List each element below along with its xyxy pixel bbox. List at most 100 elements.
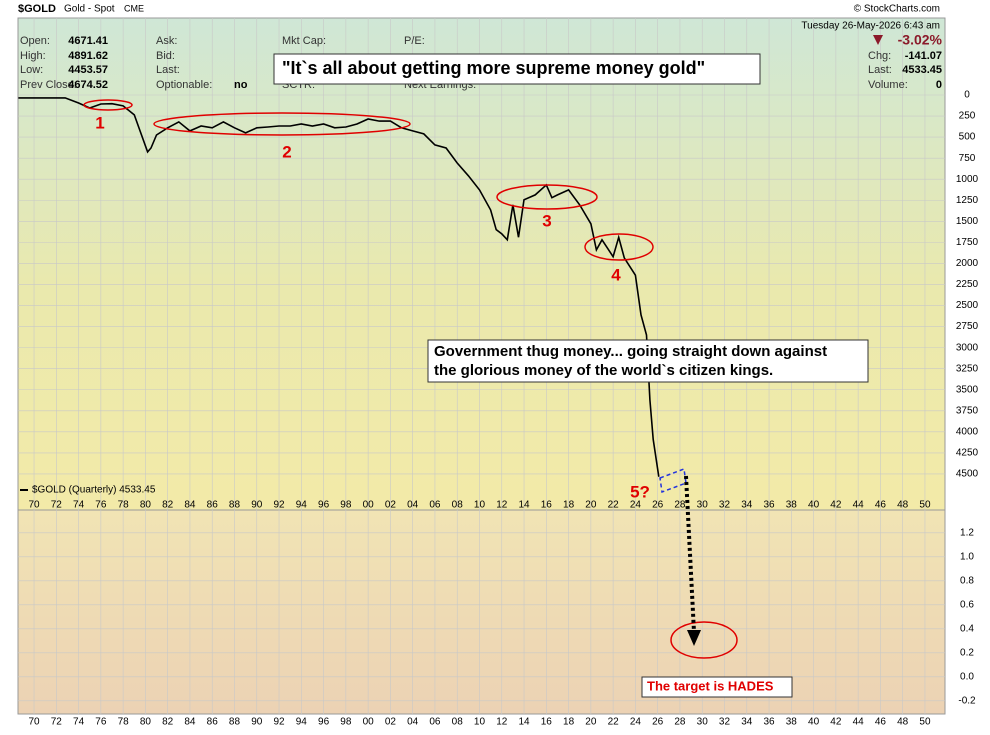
x-tick-label: 08 <box>452 717 464 728</box>
x-tick-label: 36 <box>763 500 775 511</box>
y-tick-label: 1750 <box>956 237 979 248</box>
x-tick-label: 90 <box>251 500 263 511</box>
x-tick-label: 34 <box>741 500 753 511</box>
x-tick-label: 12 <box>496 717 508 728</box>
label: Chg: <box>868 50 891 62</box>
x-tick-label: 86 <box>207 717 219 728</box>
x-tick-label: 16 <box>541 717 553 728</box>
symbol: $GOLD <box>18 3 56 15</box>
x-tick-label: 94 <box>296 717 308 728</box>
y-tick-label: 2500 <box>956 300 979 311</box>
note: the glorious money of the world`s citize… <box>434 362 773 379</box>
x-tick-label: 48 <box>897 500 909 511</box>
x-tick-label: 82 <box>162 500 174 511</box>
name: Gold - Spot <box>64 4 115 15</box>
y-tick-label: 3750 <box>956 405 979 416</box>
x-tick-label: 98 <box>340 717 352 728</box>
x-tick-label: 28 <box>674 500 686 511</box>
label: Last: <box>156 64 180 76</box>
x-tick-label: 18 <box>563 717 575 728</box>
x-tick-label: 96 <box>318 717 330 728</box>
y-tick-label: 0 <box>964 90 970 101</box>
x-tick-label: 40 <box>808 500 820 511</box>
projection <box>659 467 687 494</box>
x-tick-label: 36 <box>763 717 775 728</box>
x-tick-label: 96 <box>318 500 330 511</box>
x-tick-label: 04 <box>407 717 419 728</box>
x-tick-label: 04 <box>407 500 419 511</box>
price-panel <box>17 17 946 511</box>
x-tick-label: 76 <box>95 717 107 728</box>
x-tick-label: 80 <box>140 500 152 511</box>
x-tick-label: 92 <box>273 717 285 728</box>
target-box <box>641 676 793 698</box>
value: 4671.41 <box>68 35 108 47</box>
label: Mkt Cap: <box>282 35 326 47</box>
quote: "It`s all about getting more supreme mon… <box>282 58 705 78</box>
y-tick-label: 1.2 <box>960 527 974 538</box>
x-tick-label: 38 <box>786 717 798 728</box>
x-tick-label: 50 <box>919 500 931 511</box>
x-tick-label: 02 <box>385 717 397 728</box>
y-tick-label: 3000 <box>956 342 979 353</box>
exchange: CME <box>124 3 144 13</box>
x-tick-label: 88 <box>229 500 241 511</box>
x-tick-label: 70 <box>28 500 40 511</box>
x-tick-label: 24 <box>630 500 642 511</box>
down-arrow <box>873 35 883 45</box>
label: Optionable: <box>156 79 212 91</box>
x-tick-label: 02 <box>385 500 397 511</box>
x-tick-label: 26 <box>652 500 664 511</box>
value: 4891.62 <box>68 50 108 62</box>
x-tick-label: 14 <box>518 500 530 511</box>
y-tick-label: 1.0 <box>960 551 974 562</box>
y-tick-label: 3250 <box>956 363 979 374</box>
annotation-number: 5? <box>630 482 650 501</box>
date: Tuesday 26-May-2026 6:43 am <box>801 21 940 32</box>
y-tick-label: 1000 <box>956 174 979 185</box>
y-tick-label: 2250 <box>956 279 979 290</box>
x-tick-label: 18 <box>563 500 575 511</box>
x-tick-label: 78 <box>118 717 130 728</box>
x-tick-label: 00 <box>363 500 375 511</box>
x-tick-label: 78 <box>118 500 130 511</box>
y-tick-label: 4500 <box>956 469 979 480</box>
x-tick-label: 06 <box>429 717 441 728</box>
x-tick-label: 30 <box>697 717 709 728</box>
value: -141.07 <box>905 50 942 62</box>
x-tick-label: 94 <box>296 500 308 511</box>
x-tick-label: 82 <box>162 717 174 728</box>
y-tick-label: 0.4 <box>960 623 974 634</box>
x-tick-label: 20 <box>585 717 597 728</box>
label: P/E: <box>404 35 425 47</box>
x-tick-label: 92 <box>273 500 285 511</box>
y-tick-label: -0.2 <box>958 695 976 706</box>
x-tick-label: 98 <box>340 500 352 511</box>
y-tick-label: 0.6 <box>960 599 974 610</box>
value: 4533.45 <box>902 64 942 76</box>
lower-panel <box>17 509 946 715</box>
label: Last: <box>868 64 892 76</box>
x-tick-label: 40 <box>808 717 820 728</box>
x-tick-label: 48 <box>897 717 909 728</box>
y-tick-label: 0.0 <box>960 671 974 682</box>
y-tick-label: 4250 <box>956 448 979 459</box>
x-tick-label: 74 <box>73 500 85 511</box>
x-tick-label: 38 <box>786 500 798 511</box>
y-tick-label: 500 <box>959 132 976 143</box>
x-tick-label: 86 <box>207 500 219 511</box>
x-tick-label: 14 <box>518 717 530 728</box>
arrow <box>684 475 696 633</box>
x-tick-label: 22 <box>608 500 620 511</box>
legend: $GOLD (Quarterly) 4533.45 <box>32 485 156 496</box>
x-tick-label: 22 <box>608 717 620 728</box>
y-tick-label: 4000 <box>956 426 979 437</box>
y-tick-label: 0.2 <box>960 647 974 658</box>
x-tick-label: 72 <box>51 500 63 511</box>
label: High: <box>20 50 46 62</box>
x-tick-label: 06 <box>429 500 441 511</box>
x-tick-label: 70 <box>28 717 40 728</box>
x-tick-label: 88 <box>229 717 241 728</box>
y-tick-label: 2750 <box>956 321 979 332</box>
